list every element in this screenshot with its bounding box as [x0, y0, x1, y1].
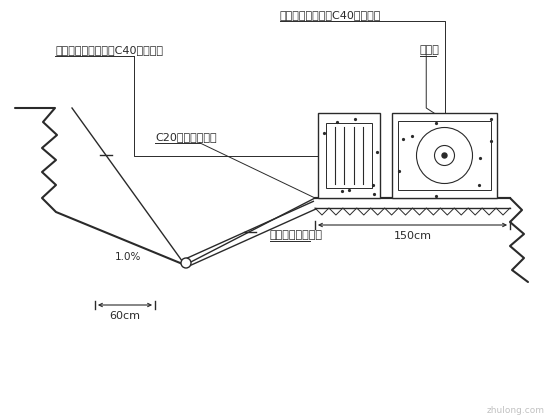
Text: 150cm: 150cm — [394, 231, 432, 241]
Circle shape — [435, 145, 455, 165]
Circle shape — [417, 128, 473, 184]
Text: 60cm: 60cm — [110, 311, 141, 321]
Text: C20混凝土预制板: C20混凝土预制板 — [155, 132, 217, 142]
Text: 水管式沉降仪测头及C40砼保护墩: 水管式沉降仪测头及C40砼保护墩 — [55, 45, 163, 55]
Text: 水管式沉降仪管线: 水管式沉降仪管线 — [270, 230, 323, 240]
Bar — [326, 123, 372, 188]
Text: zhulong.com: zhulong.com — [487, 406, 545, 415]
Text: 钢筋网: 钢筋网 — [420, 45, 440, 55]
Circle shape — [442, 153, 447, 158]
Text: 1.0%: 1.0% — [115, 252, 141, 262]
Bar — [318, 113, 380, 198]
Circle shape — [181, 258, 191, 268]
Bar — [398, 121, 491, 190]
Bar — [392, 113, 497, 198]
Text: 钢丝位移计测头及C40砼保护墩: 钢丝位移计测头及C40砼保护墩 — [280, 10, 381, 20]
